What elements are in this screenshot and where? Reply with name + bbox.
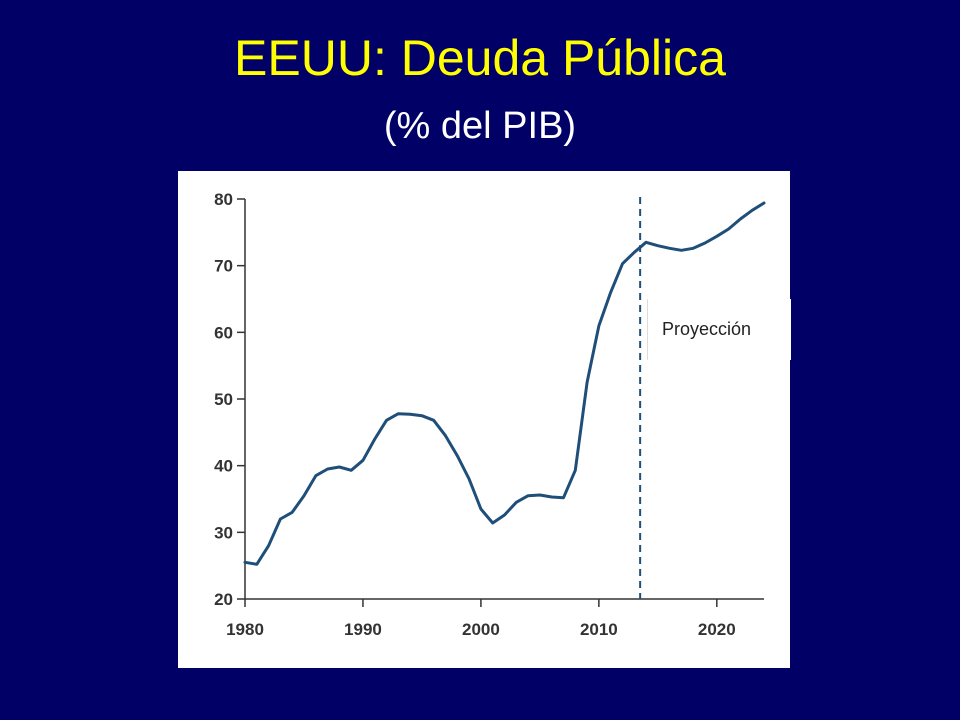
x-tick-label-2010: 2010 [580, 620, 618, 639]
y-tick-label-70: 70 [214, 257, 233, 276]
x-tick-label-2020: 2020 [698, 620, 736, 639]
x-tick-label-1980: 1980 [226, 620, 264, 639]
y-tick-label-60: 60 [214, 323, 233, 342]
y-tick-label-80: 80 [214, 190, 233, 209]
projection-label: Proyección [662, 319, 752, 339]
series-line-0 [243, 201, 766, 566]
y-tick-label-20: 20 [214, 590, 233, 609]
x-tick-label-2000: 2000 [462, 620, 500, 639]
chart-panel: 20 30 40 50 60 70 80 1980 1990 2000 2010 2020 [178, 171, 790, 668]
y-tick-label-40: 40 [214, 457, 233, 476]
y-tick-label-50: 50 [214, 390, 233, 409]
slide-title: EEUU: Deuda Pública [234, 30, 726, 86]
debt-line-chart: 20 30 40 50 60 70 80 1980 1990 2000 2010 2020 [214, 190, 766, 639]
x-tick-label-1990: 1990 [344, 620, 382, 639]
y-tick-label-30: 30 [214, 523, 233, 542]
projection-box: Proyección [647, 299, 791, 360]
slide-subtitle: (% del PIB) [383, 105, 577, 147]
